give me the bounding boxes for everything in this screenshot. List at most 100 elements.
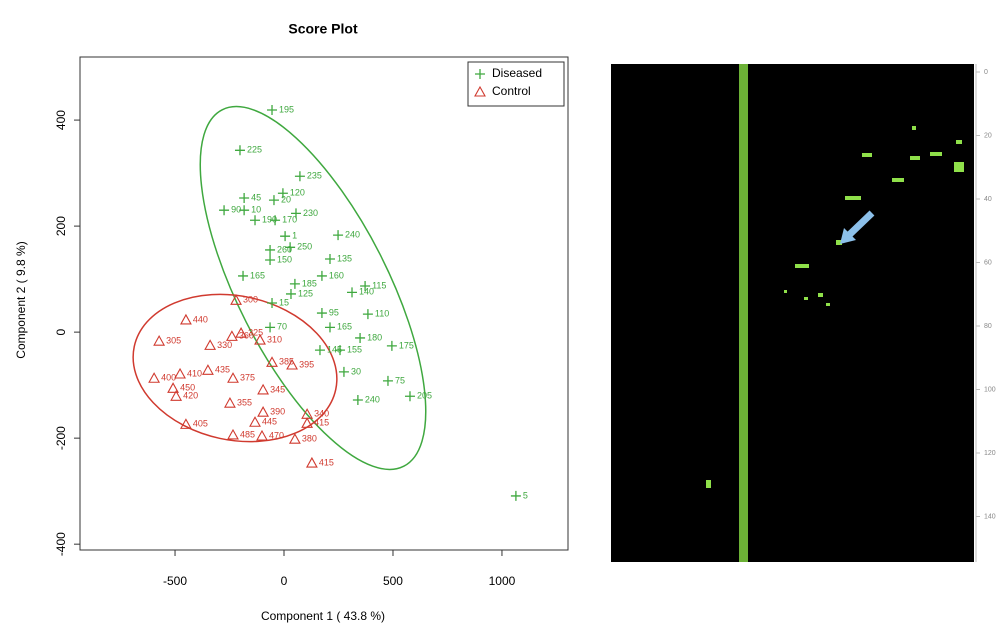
data-point — [316, 270, 327, 281]
arrow-head — [840, 228, 856, 244]
point-label: 190 — [262, 215, 277, 225]
point-label: 90 — [231, 205, 241, 215]
data-point — [265, 255, 276, 266]
data-point — [290, 208, 301, 219]
point-label: 395 — [299, 359, 314, 369]
data-point — [285, 288, 296, 299]
data-point — [324, 253, 335, 264]
point-label: 1 — [292, 231, 297, 241]
point-label: 115 — [372, 280, 386, 290]
point-label: 165 — [337, 322, 352, 332]
point-label: 375 — [240, 373, 255, 383]
point-label: 75 — [395, 375, 405, 385]
data-point — [333, 230, 344, 241]
data-point — [267, 105, 278, 116]
data-point — [510, 490, 521, 501]
data-point — [170, 390, 183, 401]
legend-marker — [474, 85, 486, 97]
data-point — [204, 339, 217, 350]
data-point — [265, 244, 276, 255]
x-axis-label: Component 1 ( 43.8 %) — [261, 609, 385, 623]
point-label: 15 — [279, 297, 289, 307]
point-label: 125 — [298, 288, 313, 298]
point-label: 110 — [375, 308, 389, 318]
point-label: 240 — [365, 394, 380, 404]
data-point — [360, 281, 371, 292]
image-tick-label: 140 — [984, 513, 996, 520]
point-label: 360 — [239, 331, 254, 341]
y-tick-label: 200 — [54, 216, 68, 236]
point-label: 70 — [277, 322, 287, 332]
legend-marker — [475, 69, 485, 79]
point-label: 470 — [269, 430, 284, 440]
data-point — [234, 145, 245, 156]
point-label: 150 — [277, 254, 292, 264]
y-tick-label: 0 — [54, 328, 68, 335]
point-label: 345 — [270, 384, 285, 394]
point-label: 330 — [217, 340, 232, 350]
data-point — [257, 383, 270, 395]
data-point — [382, 375, 393, 386]
point-label: 400 — [161, 373, 176, 383]
point-label: 250 — [297, 242, 312, 252]
plot-frame — [79, 56, 569, 551]
point-label: 120 — [290, 188, 305, 198]
data-point — [256, 429, 268, 441]
point-label: 445 — [262, 417, 277, 427]
data-point — [202, 364, 214, 375]
point-label: 305 — [166, 336, 181, 346]
point-label: 140 — [359, 287, 374, 297]
image-panel — [611, 64, 977, 562]
point-label: 420 — [183, 391, 198, 401]
point-label: 45 — [251, 192, 261, 202]
data-point — [250, 215, 261, 226]
data-point — [230, 294, 242, 305]
data-point — [347, 287, 358, 298]
x-tick-label: 0 — [281, 574, 288, 588]
point-label: 160 — [329, 270, 344, 280]
data-point — [301, 417, 314, 428]
chart-title: Score Plot — [288, 21, 358, 37]
image-tick-label: 60 — [984, 259, 992, 266]
point-label: 30 — [351, 366, 361, 376]
data-point — [316, 308, 327, 319]
data-point — [225, 330, 238, 341]
data-point — [265, 322, 276, 333]
image-band — [739, 64, 748, 562]
point-label: 195 — [279, 104, 294, 114]
data-point — [227, 428, 239, 440]
data-point — [239, 205, 250, 216]
point-label: 235 — [307, 171, 322, 181]
point-label: 415 — [314, 418, 329, 428]
data-point — [338, 366, 349, 377]
point-label: 405 — [193, 419, 208, 429]
y-tick-label: 400 — [54, 110, 68, 130]
data-point — [277, 188, 288, 199]
data-point — [238, 270, 249, 281]
data-point — [404, 391, 415, 402]
point-label: 165 — [250, 270, 265, 280]
point-label: 180 — [367, 332, 382, 342]
data-point — [314, 345, 325, 356]
data-point — [289, 278, 300, 289]
point-label: 205 — [417, 391, 432, 401]
point-label: 435 — [215, 365, 230, 375]
point-label: 230 — [303, 208, 318, 218]
legend-label: Control — [492, 84, 531, 98]
data-point — [266, 356, 278, 367]
point-label: 260 — [277, 244, 292, 254]
point-label: 380 — [302, 434, 317, 444]
legend — [467, 61, 565, 107]
data-point — [294, 171, 305, 182]
data-point — [148, 372, 161, 383]
data-point — [174, 367, 186, 379]
data-point — [324, 322, 335, 333]
y-axis-label: Component 2 ( 9.8 %) — [14, 241, 28, 358]
data-point — [239, 193, 250, 204]
data-point — [179, 313, 192, 325]
data-point — [352, 394, 363, 405]
legend-box — [467, 61, 565, 107]
data-point — [355, 332, 366, 343]
point-label: 170 — [282, 215, 297, 225]
point-label: 300 — [243, 295, 258, 305]
